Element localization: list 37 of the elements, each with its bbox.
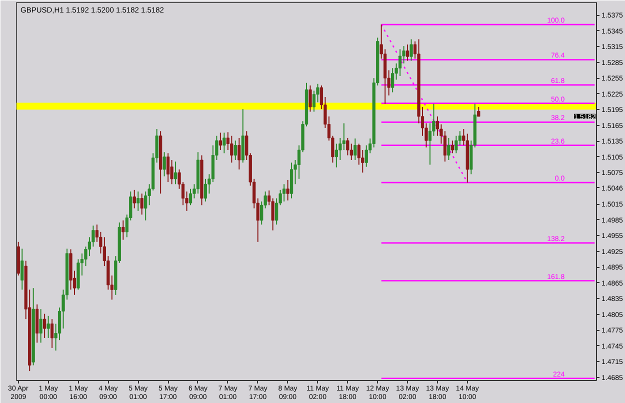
candlestick <box>342 122 346 151</box>
candlestick <box>286 179 290 201</box>
candlestick <box>162 152 166 177</box>
candlestick <box>447 137 450 160</box>
candlestick <box>20 248 24 290</box>
candlestick <box>122 220 125 240</box>
candlestick <box>43 313 46 338</box>
candlestick <box>166 152 170 183</box>
candlestick <box>346 137 350 156</box>
candlestick <box>144 191 148 221</box>
candlestick <box>140 193 144 216</box>
candlestick <box>450 140 454 154</box>
candlestick <box>204 178 208 202</box>
candlestick <box>136 191 140 212</box>
candlestick <box>350 143 353 160</box>
candlestick <box>132 189 136 209</box>
candlestick <box>39 308 42 344</box>
candlestick <box>398 48 402 76</box>
candlestick <box>308 84 312 112</box>
candlestick <box>50 318 54 348</box>
candlestick <box>354 138 357 160</box>
candlestick <box>174 161 178 185</box>
candlestick <box>230 135 234 164</box>
candlestick <box>46 315 50 338</box>
candlestick <box>443 130 447 162</box>
candlestick <box>410 38 413 62</box>
candlestick <box>406 44 410 62</box>
candlestick <box>222 132 226 154</box>
candlestick <box>391 68 394 93</box>
candlestick <box>454 135 458 154</box>
candlestick <box>282 184 286 202</box>
candlestick <box>238 137 241 170</box>
candlestick <box>275 198 278 226</box>
candlestick <box>218 132 222 151</box>
candlestick <box>477 106 480 117</box>
candlestick <box>188 188 192 206</box>
candlestick <box>234 140 237 160</box>
